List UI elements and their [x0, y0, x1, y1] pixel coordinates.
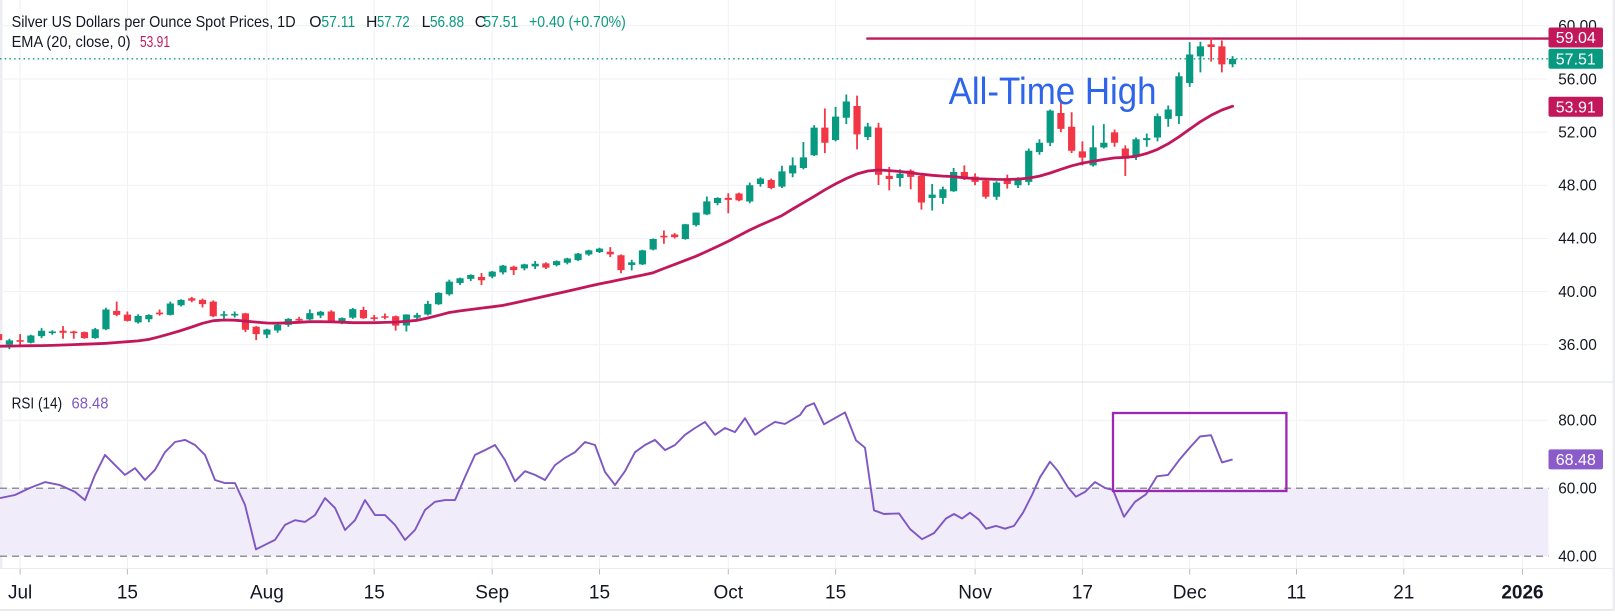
svg-text:57.11: 57.11	[321, 14, 355, 31]
svg-text:53.91: 53.91	[140, 34, 170, 51]
svg-text:Nov: Nov	[958, 583, 992, 604]
svg-text:2026: 2026	[1501, 583, 1543, 604]
svg-text:Jul: Jul	[8, 583, 32, 604]
svg-text:RSI (14): RSI (14)	[12, 396, 63, 413]
svg-text:Dec: Dec	[1173, 583, 1207, 604]
svg-text:Silver US Dollars per Ounce Sp: Silver US Dollars per Ounce Spot Prices,…	[12, 14, 296, 31]
svg-text:H: H	[366, 14, 377, 31]
svg-text:15: 15	[117, 583, 138, 604]
svg-text:O: O	[309, 14, 321, 31]
svg-text:48.00: 48.00	[1558, 178, 1597, 195]
svg-text:56.88: 56.88	[430, 14, 464, 31]
svg-text:57.51: 57.51	[1556, 51, 1596, 68]
svg-text:57.72: 57.72	[377, 14, 410, 31]
svg-text:40.00: 40.00	[1558, 284, 1597, 301]
svg-text:Oct: Oct	[714, 583, 744, 604]
svg-text:Aug: Aug	[250, 583, 284, 604]
svg-text:80.00: 80.00	[1558, 413, 1597, 430]
svg-text:40.00: 40.00	[1558, 549, 1597, 566]
svg-text:57.51: 57.51	[483, 14, 518, 31]
svg-text:11: 11	[1287, 583, 1307, 604]
svg-text:59.04: 59.04	[1556, 30, 1596, 47]
svg-text:68.48: 68.48	[1556, 452, 1596, 469]
svg-text:17: 17	[1072, 583, 1093, 604]
svg-text:52.00: 52.00	[1558, 124, 1597, 141]
svg-text:All-Time High: All-Time High	[949, 71, 1157, 113]
svg-text:44.00: 44.00	[1558, 231, 1597, 248]
svg-text:60.00: 60.00	[1558, 481, 1597, 498]
svg-text:53.91: 53.91	[1556, 99, 1596, 116]
svg-text:15: 15	[364, 583, 385, 604]
svg-text:56.00: 56.00	[1558, 71, 1597, 88]
svg-text:68.48: 68.48	[72, 396, 109, 413]
svg-text:EMA (20, close, 0): EMA (20, close, 0)	[12, 34, 131, 51]
svg-text:15: 15	[589, 583, 610, 604]
svg-text:15: 15	[825, 583, 846, 604]
svg-text:+0.40 (+0.70%): +0.40 (+0.70%)	[529, 14, 626, 31]
svg-text:Sep: Sep	[475, 583, 509, 604]
svg-text:21: 21	[1393, 583, 1414, 604]
svg-text:36.00: 36.00	[1558, 337, 1597, 354]
